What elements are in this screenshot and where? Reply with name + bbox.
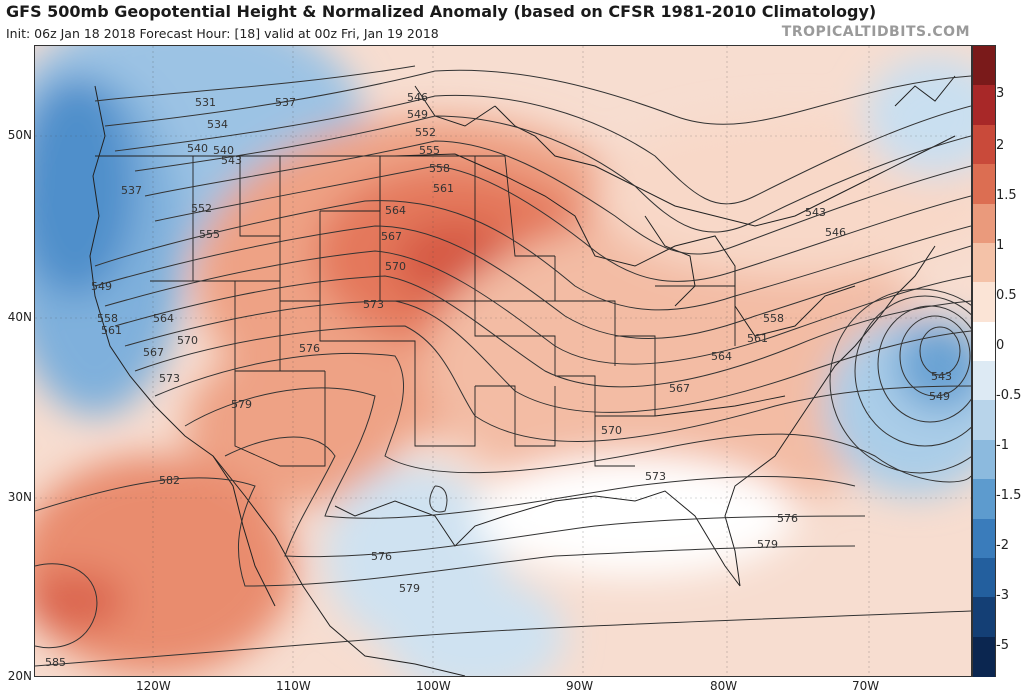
contour-label: 564	[153, 312, 174, 325]
lat-lon-grid	[35, 46, 971, 676]
contour-label: 540	[187, 142, 208, 155]
contour-label: 552	[191, 202, 212, 215]
colorbar-segment	[973, 439, 995, 480]
longitude-label: 100W	[416, 679, 451, 693]
contour-label: 543	[805, 206, 826, 219]
contour-label: 540	[213, 144, 234, 157]
colorbar-segment	[973, 636, 995, 677]
colorbar-segment	[973, 164, 995, 204]
colorbar-tick-label: 1	[996, 238, 1005, 253]
contour-label: 579	[399, 582, 420, 595]
colorbar-segment	[973, 203, 995, 244]
colorbar-segment	[973, 282, 995, 323]
colorbar-tick-label: 0	[996, 338, 1005, 353]
contour-label: 570	[385, 260, 406, 273]
contour-label: 558	[763, 312, 784, 325]
contour-label: 546	[407, 91, 428, 104]
contour-label: 549	[407, 108, 428, 121]
colorbar-tick-label: -1.5	[996, 488, 1022, 503]
anomaly-colorbar	[972, 45, 996, 677]
colorbar-tick-label: -2	[996, 538, 1009, 553]
colorbar-segment	[973, 46, 995, 86]
contour-label: 576	[777, 512, 798, 525]
longitude-label: 120W	[136, 679, 171, 693]
colorbar-segment	[973, 242, 995, 283]
colorbar-tick-label: -0.5	[996, 388, 1022, 403]
height-contours	[35, 65, 971, 667]
longitude-label: 80W	[710, 679, 738, 693]
colorbar-segment	[973, 321, 995, 362]
contour-label: 570	[177, 334, 198, 347]
contour-label: 561	[747, 332, 768, 345]
contour-label: 531	[195, 96, 216, 109]
latitude-label: 20N	[7, 669, 32, 683]
contour-label: 570	[601, 424, 622, 437]
longitude-label: 110W	[276, 679, 311, 693]
colorbar-tick-label: -3	[996, 588, 1009, 603]
contour-label: 549	[929, 390, 950, 403]
contour-label: 573	[363, 298, 384, 311]
colorbar-tick-label: 0.5	[996, 288, 1017, 303]
colorbar-tick-label: -5	[996, 638, 1009, 653]
colorbar-segment	[973, 518, 995, 559]
weather-map: 531 534 537 540 543 546 549 552 555 558 …	[34, 45, 972, 677]
land-outlines	[89, 75, 956, 676]
contour-label: 543	[221, 154, 242, 167]
contour-label: 579	[757, 538, 778, 551]
contour-label: 576	[371, 550, 392, 563]
colorbar-tick-label: 2	[996, 138, 1005, 153]
contour-label: 582	[159, 474, 180, 487]
colorbar-segment	[973, 479, 995, 519]
contour-label: 561	[433, 182, 454, 195]
anomaly-shading	[35, 46, 971, 676]
contour-label: 543	[931, 370, 952, 383]
longitude-label: 90W	[566, 679, 594, 693]
contour-label: 567	[669, 382, 690, 395]
contour-label: 558	[429, 162, 450, 175]
contour-label: 561	[101, 324, 122, 337]
brand-watermark: TROPICALTIDBITS.COM	[781, 24, 970, 40]
contour-label: 567	[143, 346, 164, 359]
longitude-label: 70W	[852, 679, 880, 693]
map-canvas: 531 534 537 540 543 546 549 552 555 558 …	[35, 46, 971, 676]
colorbar-segment	[973, 124, 995, 165]
contour-label: 573	[159, 372, 180, 385]
colorbar-tick-label: 3	[996, 86, 1005, 101]
contour-label: 537	[275, 96, 296, 109]
latitude-label: 40N	[7, 310, 32, 324]
contour-label: 558	[97, 312, 118, 325]
contour-label: 576	[299, 342, 320, 355]
contour-label: 534	[207, 118, 228, 131]
colorbar-segment	[973, 400, 995, 441]
colorbar-segment	[973, 85, 995, 126]
colorbar-segment	[973, 557, 995, 598]
forecast-info: Init: 06z Jan 18 2018 Forecast Hour: [18…	[6, 26, 439, 41]
latitude-label: 50N	[7, 128, 32, 142]
contour-label: 585	[45, 656, 66, 669]
contour-label: 552	[415, 126, 436, 139]
colorbar-tick-label: -1	[996, 438, 1009, 453]
colorbar-segment	[973, 597, 995, 638]
contour-label: 546	[825, 226, 846, 239]
colorbar-tick-label: 1.5	[996, 188, 1017, 203]
latitude-label: 30N	[7, 490, 32, 504]
contour-label: 579	[231, 398, 252, 411]
contour-labels: 531 534 537 540 543 546 549 552 555 558 …	[45, 91, 952, 669]
contour-label: 555	[419, 144, 440, 157]
contour-label: 573	[645, 470, 666, 483]
contour-label: 549	[91, 280, 112, 293]
colorbar-segment	[973, 361, 995, 401]
contour-label: 555	[199, 228, 220, 241]
contour-label: 564	[711, 350, 732, 363]
chart-title: GFS 500mb Geopotential Height & Normaliz…	[6, 2, 877, 21]
contour-label: 564	[385, 204, 406, 217]
contour-label: 567	[381, 230, 402, 243]
contour-label: 537	[121, 184, 142, 197]
